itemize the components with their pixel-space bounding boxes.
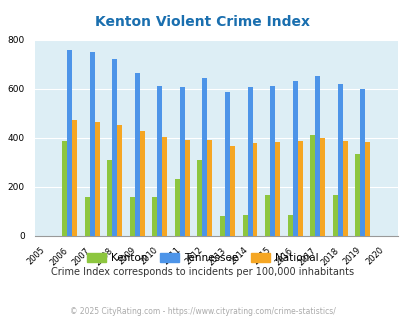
Bar — [72, 120, 77, 236]
Bar — [297, 141, 302, 236]
Bar — [337, 84, 342, 236]
Bar — [179, 87, 184, 236]
Bar — [94, 122, 99, 236]
Bar — [315, 77, 320, 236]
Bar — [252, 143, 257, 236]
Bar — [90, 52, 94, 236]
Bar — [197, 160, 202, 236]
Bar — [112, 59, 117, 236]
Bar — [162, 137, 167, 236]
Bar — [269, 86, 275, 236]
Bar — [275, 142, 279, 236]
Bar — [62, 142, 67, 236]
Bar — [220, 216, 224, 236]
Bar — [107, 160, 112, 236]
Bar — [242, 215, 247, 236]
Bar — [117, 125, 122, 236]
Bar — [202, 78, 207, 236]
Bar — [134, 73, 139, 236]
Bar — [364, 142, 369, 236]
Text: Crime Index corresponds to incidents per 100,000 inhabitants: Crime Index corresponds to incidents per… — [51, 267, 354, 277]
Bar — [152, 197, 157, 236]
Text: Kenton Violent Crime Index: Kenton Violent Crime Index — [95, 15, 310, 29]
Bar — [67, 50, 72, 236]
Bar — [130, 197, 134, 236]
Bar — [309, 135, 315, 236]
Bar — [229, 146, 234, 236]
Bar — [139, 131, 144, 236]
Bar — [175, 179, 179, 236]
Bar — [292, 81, 297, 236]
Bar — [320, 138, 324, 236]
Bar — [332, 195, 337, 236]
Bar — [287, 215, 292, 236]
Bar — [247, 87, 252, 236]
Text: © 2025 CityRating.com - https://www.cityrating.com/crime-statistics/: © 2025 CityRating.com - https://www.city… — [70, 307, 335, 316]
Bar — [264, 195, 269, 236]
Legend: Kenton, Tennessee, National: Kenton, Tennessee, National — [83, 249, 322, 267]
Bar — [207, 140, 212, 236]
Bar — [84, 197, 90, 236]
Bar — [354, 154, 360, 236]
Bar — [184, 141, 189, 236]
Bar — [224, 92, 229, 236]
Bar — [360, 89, 364, 236]
Bar — [157, 86, 162, 236]
Bar — [342, 141, 347, 236]
